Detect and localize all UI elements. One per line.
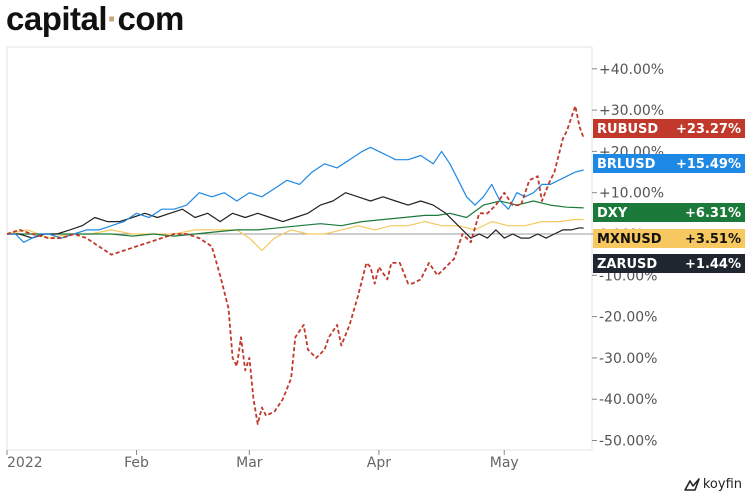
value-tag-mxnusd bbox=[593, 229, 745, 248]
series-line-rubusd bbox=[6, 105, 585, 425]
value-tag-dxy bbox=[593, 203, 745, 222]
y-tick-label: -20.00% bbox=[599, 310, 657, 326]
series-line-mxnusd bbox=[6, 218, 584, 252]
x-tick-label: Feb bbox=[124, 455, 149, 471]
series-line-zarusd bbox=[7, 192, 584, 239]
value-tag-value: +6.31% bbox=[685, 206, 741, 221]
logo-word-left: capital bbox=[6, 0, 108, 37]
koyfin-label: koyfin bbox=[702, 477, 742, 492]
y-tick-label: +30.00% bbox=[599, 103, 664, 119]
x-tick-label: May bbox=[490, 455, 519, 471]
value-tag-value: +3.51% bbox=[685, 232, 741, 247]
value-tag-value: +1.44% bbox=[685, 257, 741, 272]
series-line-brlusd bbox=[7, 146, 584, 243]
value-tag-name: ZARUSD bbox=[597, 257, 657, 272]
value-tag-rubusd bbox=[593, 119, 745, 138]
y-tick-label: -30.00% bbox=[599, 351, 657, 367]
koyfin-bird-icon bbox=[684, 477, 700, 491]
x-tick-label: Apr bbox=[367, 455, 391, 471]
value-tag-name: RUBUSD bbox=[597, 122, 658, 137]
koyfin-brand: koyfin bbox=[684, 477, 742, 492]
value-tag-name: MXNUSD bbox=[597, 232, 662, 247]
value-tag-name: DXY bbox=[597, 206, 628, 221]
value-tag-zarusd bbox=[593, 254, 745, 273]
value-tag-name: BRLUSD bbox=[597, 157, 656, 172]
y-tick-label: -50.00% bbox=[599, 434, 657, 450]
capital-com-logo: capital·com bbox=[6, 0, 184, 38]
value-tag-value: +23.27% bbox=[676, 122, 741, 137]
x-tick-label: Mar bbox=[236, 455, 263, 471]
y-tick-label: -40.00% bbox=[599, 392, 657, 408]
logo-word-right: com bbox=[117, 0, 185, 37]
plot-frame bbox=[6, 46, 593, 451]
value-tag-brlusd bbox=[593, 154, 745, 173]
y-tick-label: +10.00% bbox=[599, 186, 664, 202]
value-tag-value: +15.49% bbox=[676, 157, 741, 172]
y-tick-label: +40.00% bbox=[599, 62, 664, 78]
x-tick-label: 2022 bbox=[7, 455, 43, 471]
logo-dot: · bbox=[107, 0, 118, 37]
